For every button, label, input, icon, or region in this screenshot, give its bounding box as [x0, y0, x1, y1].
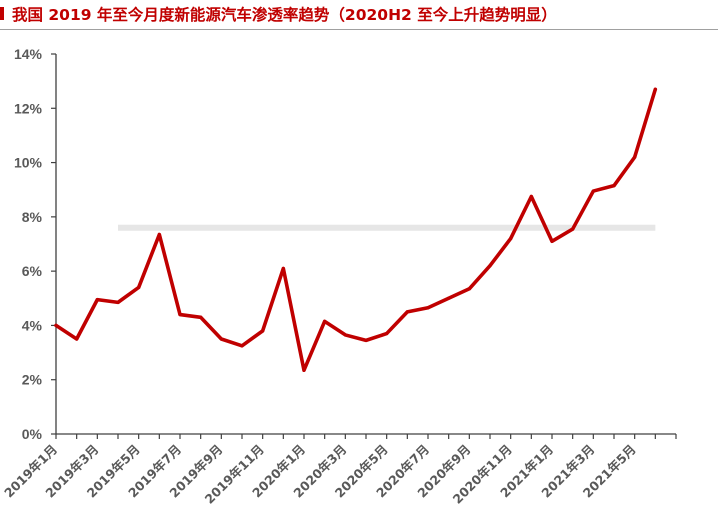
chart-title: 我国 2019 年至今月度新能源汽车渗透率趋势（2020H2 至今上升趋势明显）	[12, 6, 557, 24]
series-line	[54, 87, 658, 373]
data-point	[550, 239, 554, 243]
data-point	[219, 337, 223, 341]
data-point	[385, 331, 389, 336]
title-bullet-marker	[0, 7, 4, 20]
y-tick-label: 6%	[22, 263, 43, 279]
y-tick-label: 0%	[22, 426, 43, 442]
y-tick-label: 14%	[14, 46, 43, 62]
data-point	[612, 184, 616, 188]
data-point	[488, 264, 492, 268]
data-point	[199, 315, 203, 319]
y-tick-label: 8%	[22, 209, 43, 225]
y-tick-label: 2%	[22, 372, 43, 388]
y-tick-label: 4%	[22, 317, 43, 333]
data-point	[281, 266, 285, 271]
y-axis-ticks: 0% 2% 4% 6% 8% 10% 12% 14%	[14, 46, 56, 442]
data-point	[54, 323, 58, 328]
data-point	[75, 337, 79, 341]
axes	[55, 54, 676, 435]
data-point	[302, 368, 306, 372]
data-point	[653, 87, 657, 91]
y-tick-label: 12%	[14, 100, 43, 116]
x-axis-ticks: 2019年1月2019年3月2019年5月2019年7月2019年9月2019年…	[1, 434, 677, 507]
data-point	[116, 300, 120, 304]
data-point	[240, 344, 244, 348]
data-point	[364, 338, 368, 342]
data-point	[467, 287, 471, 291]
data-point	[137, 285, 141, 290]
data-point	[571, 227, 575, 231]
data-point	[157, 232, 161, 237]
data-point	[509, 236, 513, 241]
data-point	[178, 312, 182, 317]
y-tick-label: 10%	[14, 155, 43, 171]
data-point	[405, 310, 409, 314]
data-point	[323, 319, 327, 323]
data-point	[343, 333, 347, 337]
series-layer	[54, 87, 658, 373]
data-point	[95, 298, 99, 302]
data-point	[591, 189, 595, 193]
data-point	[426, 306, 430, 310]
data-point	[529, 194, 533, 199]
title-bar: 我国 2019 年至今月度新能源汽车渗透率趋势（2020H2 至今上升趋势明显）	[0, 0, 718, 30]
data-point	[261, 329, 265, 333]
data-point	[633, 155, 637, 159]
data-point	[447, 296, 451, 300]
